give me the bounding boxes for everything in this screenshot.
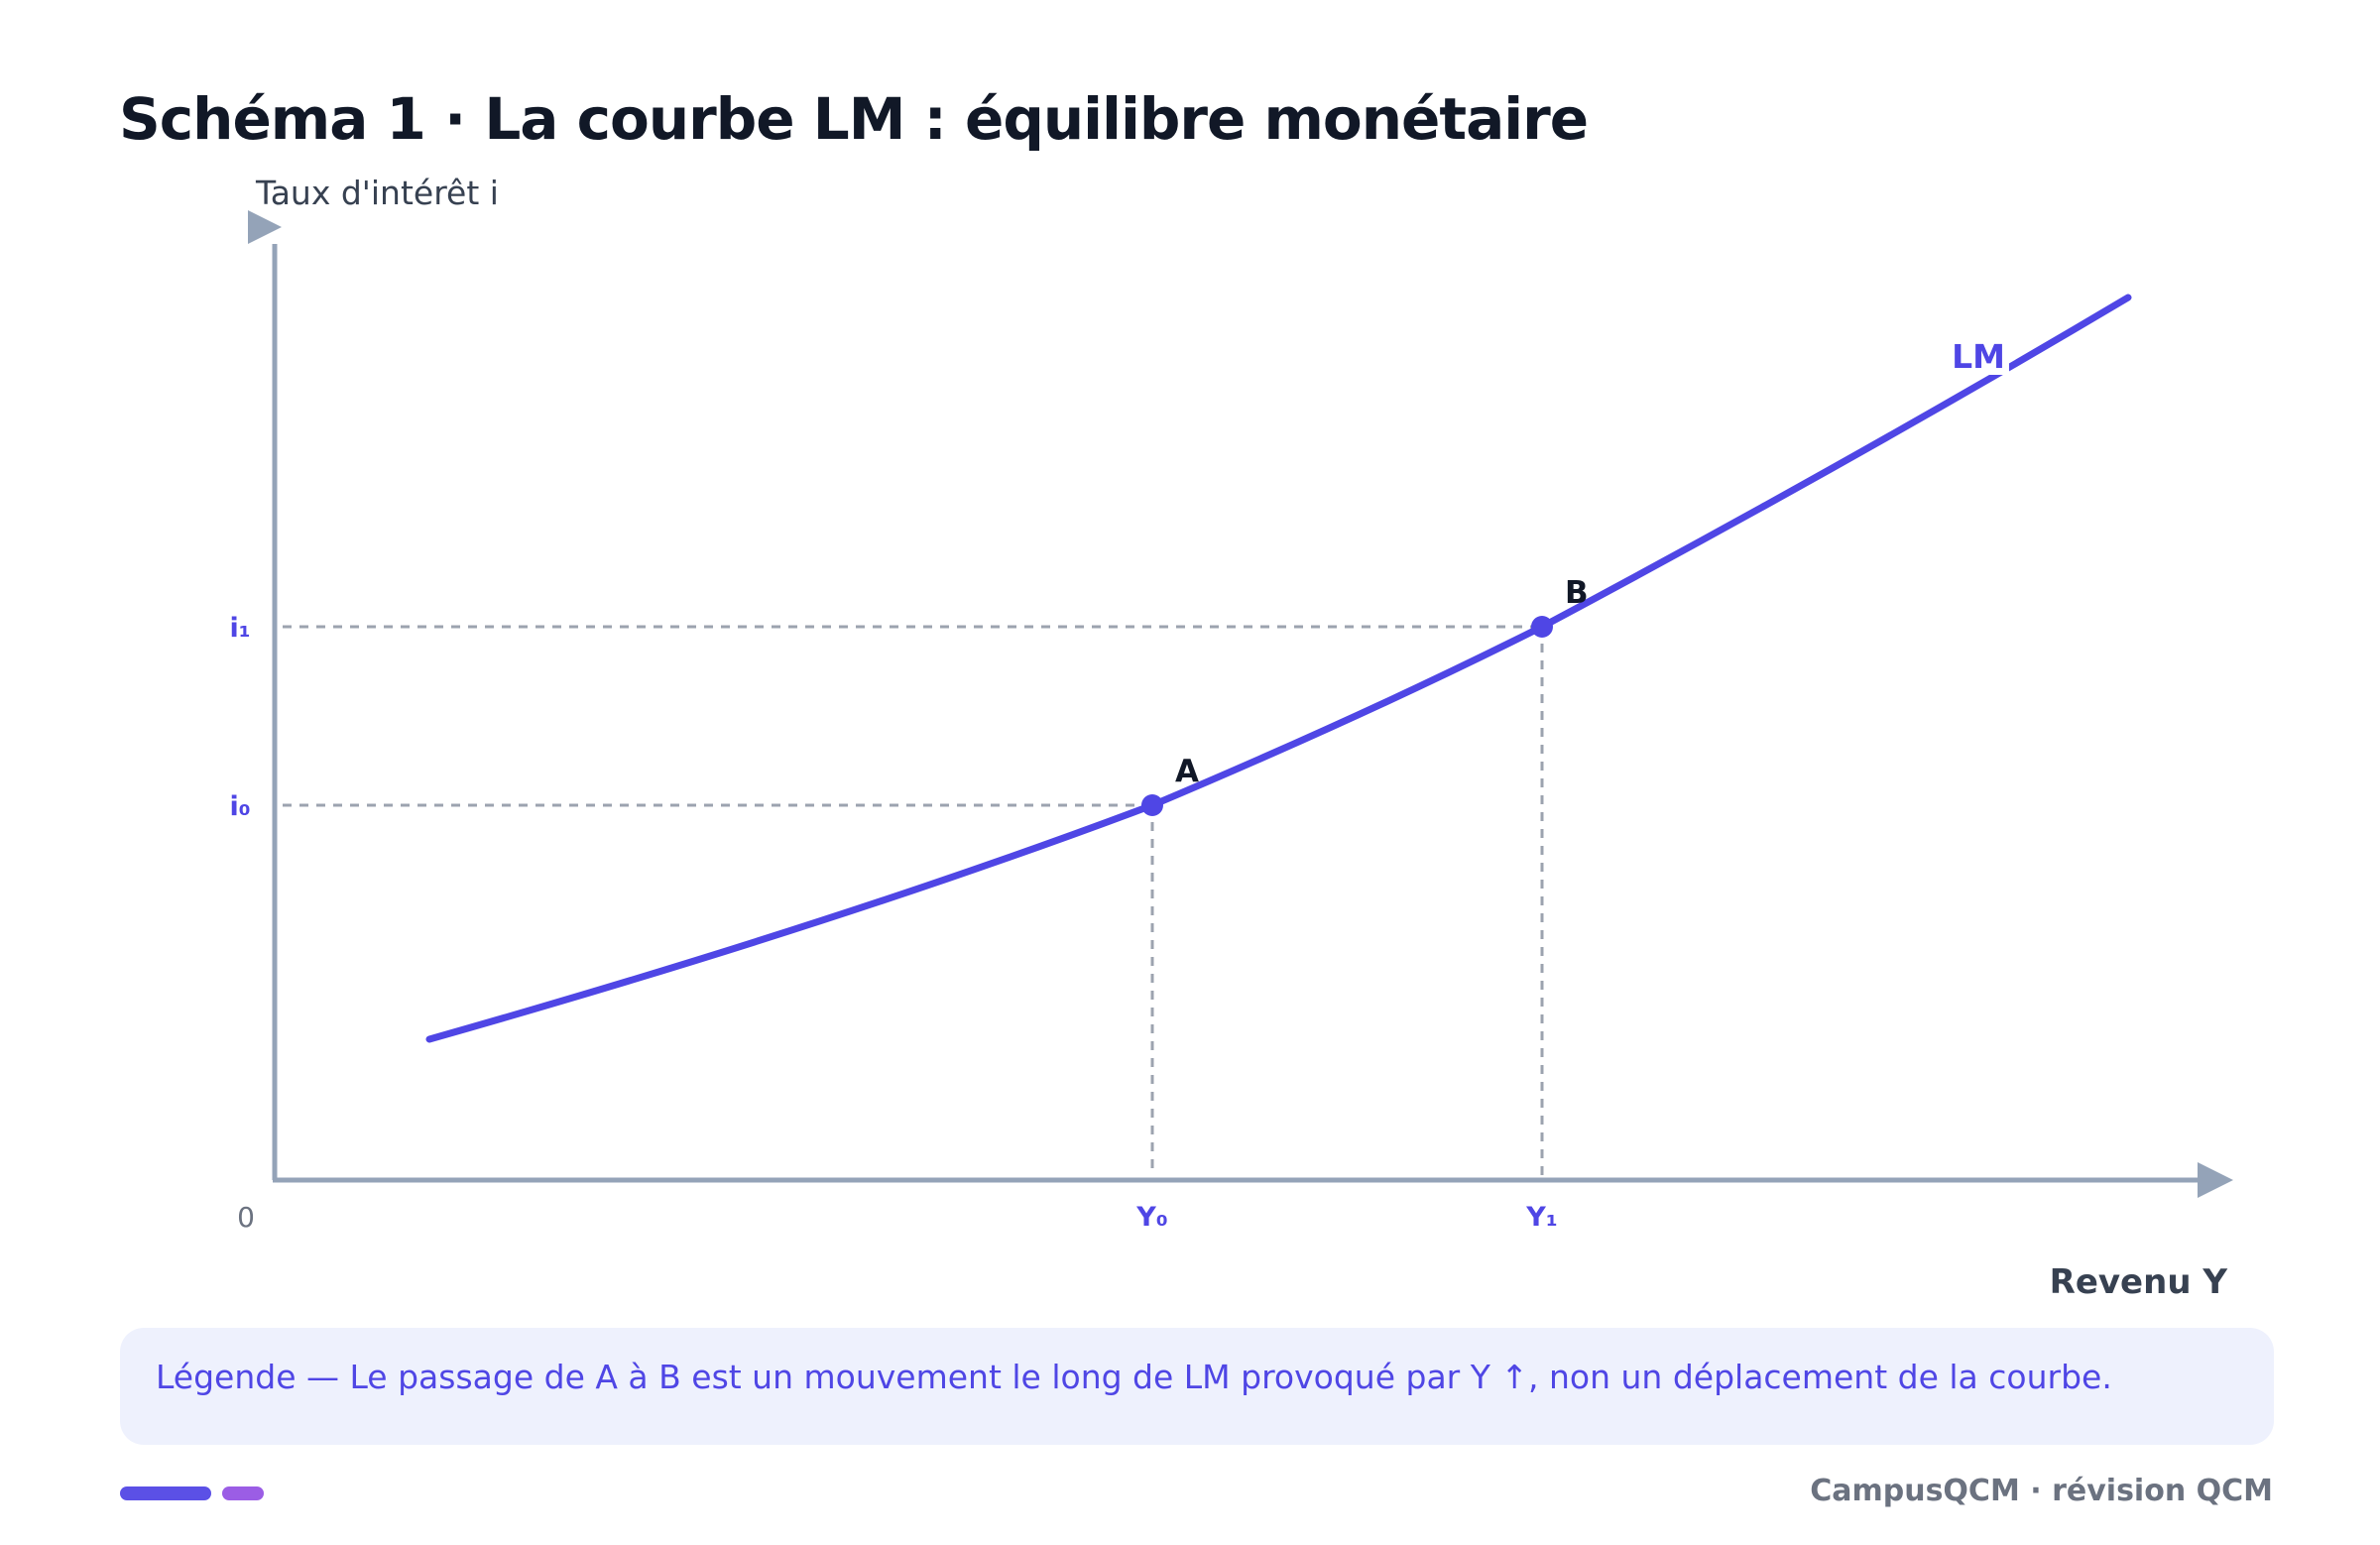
y-axis-arrow-icon [248,210,282,244]
lm-curve [425,294,2132,1043]
lm-curve-label: LM [1952,337,2005,376]
y-tick-i1: i₁ [229,613,250,644]
legend-text: Légende — Le passage de A à B est un mou… [156,1358,2112,1396]
point-a [1141,794,1163,816]
x-axis-arrow-icon [2198,1162,2233,1198]
x-axis-label: Revenu Y [2050,1262,2228,1302]
origin-label: 0 [237,1201,255,1234]
footer-credit: CampusQCM · révision QCM [1810,1474,2273,1508]
y-tick-i0: i₀ [229,791,250,822]
point-a-label: A [1175,754,1199,789]
legend-box: Légende — Le passage de A à B est un mou… [120,1328,2274,1445]
y-axis-label: Taux d'intérêt i [255,174,499,212]
x-tick-y0: Y₀ [1135,1202,1167,1233]
x-tick-y1: Y₁ [1525,1202,1557,1233]
accent-bar-secondary [222,1486,264,1500]
accent-bar-primary [120,1486,211,1500]
page-title: Schéma 1 · La courbe LM : équilibre moné… [119,85,1589,153]
point-b [1531,616,1553,638]
point-b-label: B [1565,575,1589,611]
